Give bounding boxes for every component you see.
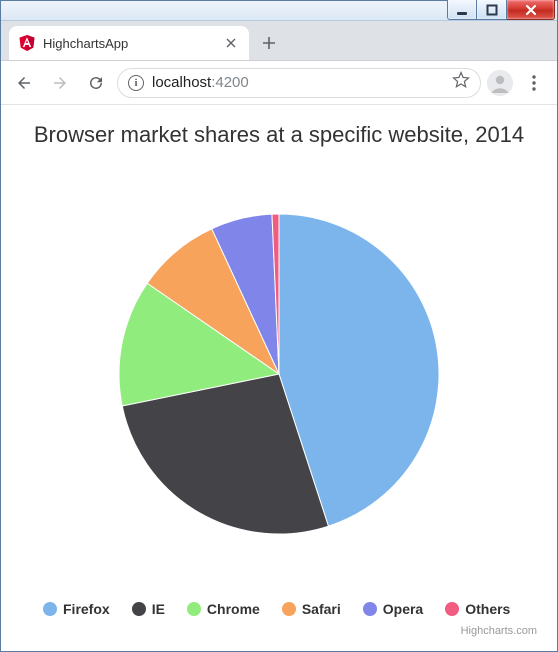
site-info-icon[interactable]: i (128, 75, 144, 91)
window-minimize-button[interactable] (447, 0, 477, 20)
legend-swatch (187, 602, 201, 616)
legend-swatch (445, 602, 459, 616)
page-content: Browser market shares at a specific webs… (1, 105, 557, 651)
url-host: localhost (152, 74, 211, 91)
new-tab-button[interactable] (255, 29, 283, 57)
chart-title: Browser market shares at a specific webs… (9, 121, 549, 149)
legend-swatch (132, 602, 146, 616)
legend-label: Firefox (63, 601, 110, 617)
legend-item-chrome[interactable]: Chrome (187, 601, 260, 617)
kebab-menu-button[interactable] (519, 68, 549, 98)
chart-legend: Firefox IE Chrome Safari Opera Others (9, 595, 549, 623)
url-port: :4200 (211, 74, 249, 91)
os-titlebar (1, 1, 557, 21)
tab-strip: HighchartsApp (1, 21, 557, 61)
browser-tab[interactable]: HighchartsApp (9, 26, 249, 60)
browser-window: HighchartsApp i localhost:4200 (0, 0, 558, 652)
bookmark-star-icon[interactable] (452, 71, 470, 94)
legend-label: Others (465, 601, 510, 617)
legend-item-firefox[interactable]: Firefox (43, 601, 110, 617)
legend-item-ie[interactable]: IE (132, 601, 165, 617)
address-bar[interactable]: i localhost:4200 (117, 68, 481, 98)
back-button[interactable] (9, 68, 39, 98)
angular-favicon (19, 35, 35, 51)
legend-item-opera[interactable]: Opera (363, 601, 423, 617)
window-maximize-button[interactable] (477, 0, 507, 20)
reload-button[interactable] (81, 68, 111, 98)
profile-avatar[interactable] (487, 70, 513, 96)
legend-item-safari[interactable]: Safari (282, 601, 341, 617)
pie-chart-svg (99, 194, 459, 554)
legend-label: Chrome (207, 601, 260, 617)
window-controls (447, 0, 555, 20)
legend-swatch (282, 602, 296, 616)
legend-swatch (363, 602, 377, 616)
window-close-button[interactable] (507, 0, 555, 20)
forward-button[interactable] (45, 68, 75, 98)
legend-label: Opera (383, 601, 423, 617)
legend-item-others[interactable]: Others (445, 601, 510, 617)
legend-swatch (43, 602, 57, 616)
pie-chart (9, 153, 549, 596)
url-text: localhost:4200 (152, 74, 249, 91)
legend-label: IE (152, 601, 165, 617)
tab-close-button[interactable] (223, 35, 239, 51)
chart-credits[interactable]: Highcharts.com (9, 623, 549, 643)
browser-toolbar: i localhost:4200 (1, 61, 557, 105)
tab-title: HighchartsApp (43, 36, 215, 51)
legend-label: Safari (302, 601, 341, 617)
